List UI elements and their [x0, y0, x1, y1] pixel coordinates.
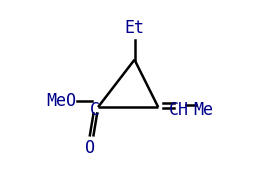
Text: MeO: MeO — [47, 92, 77, 110]
Text: C: C — [90, 101, 100, 119]
Text: CH: CH — [169, 101, 189, 119]
Text: O: O — [85, 139, 95, 157]
Text: Et: Et — [125, 19, 144, 37]
Text: Me: Me — [193, 101, 213, 119]
